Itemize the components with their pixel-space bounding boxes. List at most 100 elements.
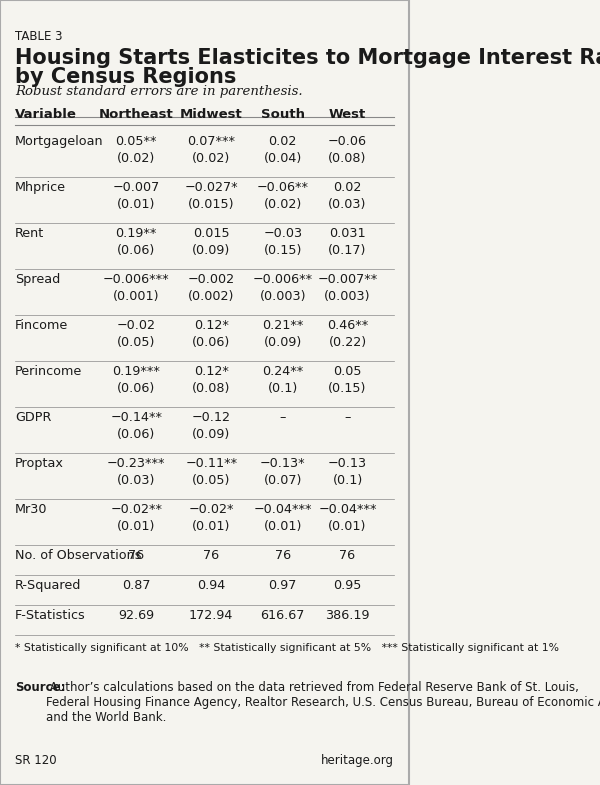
Text: (0.02): (0.02) <box>263 198 302 211</box>
Text: Author’s calculations based on the data retrieved from Federal Reserve Bank of S: Author’s calculations based on the data … <box>46 681 600 724</box>
Text: (0.01): (0.01) <box>328 520 367 533</box>
Text: (0.08): (0.08) <box>192 382 230 395</box>
Text: −0.04***: −0.04*** <box>254 503 312 516</box>
Text: Midwest: Midwest <box>180 108 242 121</box>
Text: by Census Regions: by Census Regions <box>15 67 236 87</box>
Text: −0.23***: −0.23*** <box>107 457 166 470</box>
Text: (0.06): (0.06) <box>117 428 155 441</box>
Text: Spread: Spread <box>15 273 60 286</box>
Text: Rent: Rent <box>15 227 44 240</box>
Text: 92.69: 92.69 <box>118 609 154 622</box>
Text: 0.02: 0.02 <box>269 135 297 148</box>
Text: (0.07): (0.07) <box>263 474 302 487</box>
Text: 0.19***: 0.19*** <box>112 365 160 378</box>
Text: 0.95: 0.95 <box>334 579 362 592</box>
Text: (0.01): (0.01) <box>117 520 155 533</box>
Text: −0.04***: −0.04*** <box>318 503 377 516</box>
Text: (0.08): (0.08) <box>328 152 367 165</box>
Text: (0.03): (0.03) <box>328 198 367 211</box>
Text: Northeast: Northeast <box>99 108 173 121</box>
Text: 0.12*: 0.12* <box>194 365 229 378</box>
Text: 616.67: 616.67 <box>260 609 305 622</box>
Text: (0.17): (0.17) <box>328 244 367 257</box>
Text: * Statistically significant at 10%   ** Statistically significant at 5%   *** St: * Statistically significant at 10% ** St… <box>15 643 559 653</box>
Text: 0.015: 0.015 <box>193 227 230 240</box>
Text: 0.24**: 0.24** <box>262 365 304 378</box>
Text: (0.003): (0.003) <box>260 290 306 303</box>
Text: −0.007: −0.007 <box>113 181 160 194</box>
Text: Perincome: Perincome <box>15 365 82 378</box>
Text: Mr30: Mr30 <box>15 503 47 516</box>
Text: (0.09): (0.09) <box>263 336 302 349</box>
Text: SR 120: SR 120 <box>15 754 56 767</box>
Text: (0.03): (0.03) <box>117 474 155 487</box>
Text: heritage.org: heritage.org <box>321 754 394 767</box>
Text: (0.02): (0.02) <box>192 152 230 165</box>
Text: 76: 76 <box>275 549 291 562</box>
Text: −0.06: −0.06 <box>328 135 367 148</box>
Text: –: – <box>344 411 350 424</box>
Text: −0.002: −0.002 <box>188 273 235 286</box>
Text: TABLE 3: TABLE 3 <box>15 30 62 43</box>
Text: West: West <box>329 108 366 121</box>
Text: (0.01): (0.01) <box>263 520 302 533</box>
Text: (0.01): (0.01) <box>192 520 230 533</box>
Text: 0.19**: 0.19** <box>116 227 157 240</box>
Text: GDPR: GDPR <box>15 411 52 424</box>
Text: 0.12*: 0.12* <box>194 319 229 332</box>
Text: 0.97: 0.97 <box>269 579 297 592</box>
Text: (0.22): (0.22) <box>328 336 367 349</box>
Text: (0.015): (0.015) <box>188 198 235 211</box>
Text: (0.1): (0.1) <box>332 474 362 487</box>
Text: −0.027*: −0.027* <box>184 181 238 194</box>
Text: 386.19: 386.19 <box>325 609 370 622</box>
Text: (0.002): (0.002) <box>188 290 235 303</box>
Text: Housing Starts Elasticites to Mortgage Interest Rates,: Housing Starts Elasticites to Mortgage I… <box>15 48 600 68</box>
Text: −0.13*: −0.13* <box>260 457 305 470</box>
Text: 0.46**: 0.46** <box>327 319 368 332</box>
Text: (0.02): (0.02) <box>117 152 155 165</box>
Text: (0.15): (0.15) <box>328 382 367 395</box>
Text: −0.03: −0.03 <box>263 227 302 240</box>
Text: 76: 76 <box>203 549 219 562</box>
Text: 0.05: 0.05 <box>333 365 362 378</box>
Text: Mortgageloan: Mortgageloan <box>15 135 104 148</box>
Text: (0.09): (0.09) <box>192 428 230 441</box>
Text: Mhprice: Mhprice <box>15 181 66 194</box>
Text: (0.05): (0.05) <box>192 474 230 487</box>
Text: Proptax: Proptax <box>15 457 64 470</box>
Text: (0.06): (0.06) <box>117 382 155 395</box>
Text: −0.06**: −0.06** <box>257 181 309 194</box>
Text: −0.006***: −0.006*** <box>103 273 170 286</box>
Text: −0.006**: −0.006** <box>253 273 313 286</box>
Text: −0.02*: −0.02* <box>188 503 234 516</box>
Text: South: South <box>261 108 305 121</box>
Text: (0.1): (0.1) <box>268 382 298 395</box>
Text: −0.007**: −0.007** <box>317 273 377 286</box>
Text: 0.87: 0.87 <box>122 579 151 592</box>
Text: (0.05): (0.05) <box>117 336 155 349</box>
Text: −0.12: −0.12 <box>192 411 231 424</box>
Text: (0.15): (0.15) <box>263 244 302 257</box>
Text: Variable: Variable <box>15 108 77 121</box>
Text: (0.04): (0.04) <box>263 152 302 165</box>
Text: −0.02**: −0.02** <box>110 503 162 516</box>
Text: (0.003): (0.003) <box>324 290 371 303</box>
Text: 172.94: 172.94 <box>189 609 233 622</box>
Text: 0.05**: 0.05** <box>116 135 157 148</box>
Text: −0.14**: −0.14** <box>110 411 162 424</box>
Text: 0.031: 0.031 <box>329 227 366 240</box>
Text: (0.06): (0.06) <box>192 336 230 349</box>
Text: R-Squared: R-Squared <box>15 579 82 592</box>
Text: 0.21**: 0.21** <box>262 319 304 332</box>
Text: (0.06): (0.06) <box>117 244 155 257</box>
Text: Source:: Source: <box>15 681 65 694</box>
Text: No. of Observations: No. of Observations <box>15 549 142 562</box>
Text: F-Statistics: F-Statistics <box>15 609 86 622</box>
Text: –: – <box>280 411 286 424</box>
Text: Robust standard errors are in parenthesis.: Robust standard errors are in parenthesi… <box>15 85 302 98</box>
Text: (0.09): (0.09) <box>192 244 230 257</box>
Text: 76: 76 <box>340 549 356 562</box>
Text: −0.11**: −0.11** <box>185 457 237 470</box>
Text: 0.07***: 0.07*** <box>187 135 235 148</box>
